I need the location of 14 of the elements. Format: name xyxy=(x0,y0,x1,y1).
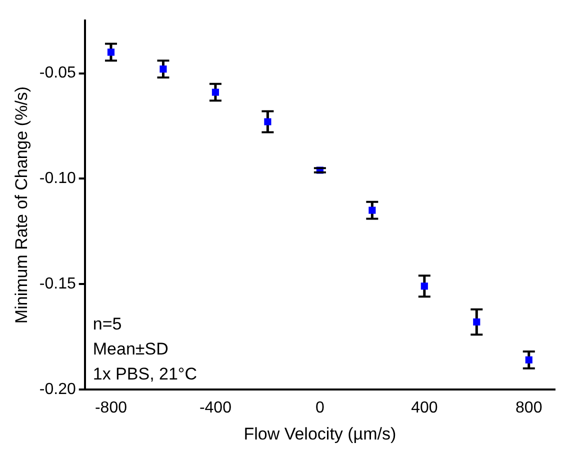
annotation: n=5 xyxy=(92,314,122,334)
y-tick-label: -0.20 xyxy=(39,380,76,398)
y-tick-label: -0.15 xyxy=(39,275,76,292)
x-tick-label: 800 xyxy=(516,399,542,416)
y-tick-label: -0.10 xyxy=(39,170,76,188)
x-tick-label: 400 xyxy=(411,399,438,416)
annotation: Mean±SD xyxy=(92,339,168,358)
x-tick-label: -800 xyxy=(94,399,128,416)
x-tick-label: 0 xyxy=(315,399,324,416)
y-axis-title: Minimum Rate of Change (%/s) xyxy=(12,86,31,324)
x-tick-label: -400 xyxy=(199,399,232,416)
x-axis-title: Flow Velocity (µm/s) xyxy=(244,424,396,444)
y-tick-label: -0.05 xyxy=(39,64,76,82)
annotation: 1x PBS, 21°C xyxy=(92,364,197,384)
